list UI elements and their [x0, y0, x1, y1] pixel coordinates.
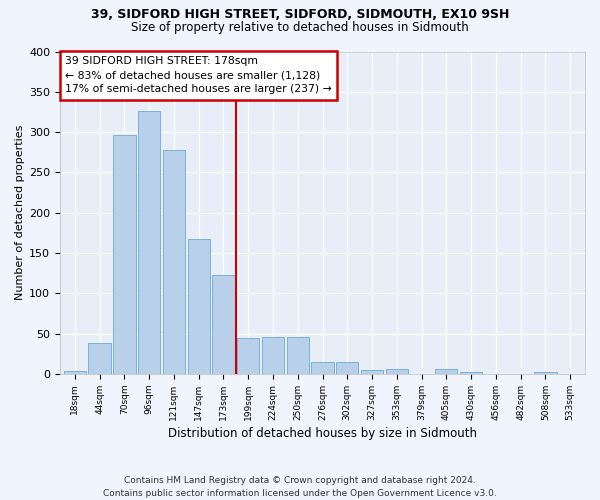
Bar [361, 370, 383, 374]
Bar [188, 238, 210, 374]
Bar [311, 362, 334, 374]
Bar [113, 134, 136, 374]
X-axis label: Distribution of detached houses by size in Sidmouth: Distribution of detached houses by size … [168, 427, 477, 440]
Bar [287, 337, 309, 374]
Bar [64, 370, 86, 374]
Text: 39 SIDFORD HIGH STREET: 178sqm
← 83% of detached houses are smaller (1,128)
17% : 39 SIDFORD HIGH STREET: 178sqm ← 83% of … [65, 56, 332, 94]
Bar [386, 369, 408, 374]
Bar [237, 338, 259, 374]
Bar [262, 337, 284, 374]
Bar [88, 344, 111, 374]
Y-axis label: Number of detached properties: Number of detached properties [15, 125, 25, 300]
Text: 39, SIDFORD HIGH STREET, SIDFORD, SIDMOUTH, EX10 9SH: 39, SIDFORD HIGH STREET, SIDFORD, SIDMOU… [91, 8, 509, 20]
Bar [534, 372, 557, 374]
Bar [138, 111, 160, 374]
Text: Size of property relative to detached houses in Sidmouth: Size of property relative to detached ho… [131, 21, 469, 34]
Bar [435, 369, 457, 374]
Bar [163, 150, 185, 374]
Bar [212, 275, 235, 374]
Bar [460, 372, 482, 374]
Text: Contains HM Land Registry data © Crown copyright and database right 2024.
Contai: Contains HM Land Registry data © Crown c… [103, 476, 497, 498]
Bar [336, 362, 358, 374]
